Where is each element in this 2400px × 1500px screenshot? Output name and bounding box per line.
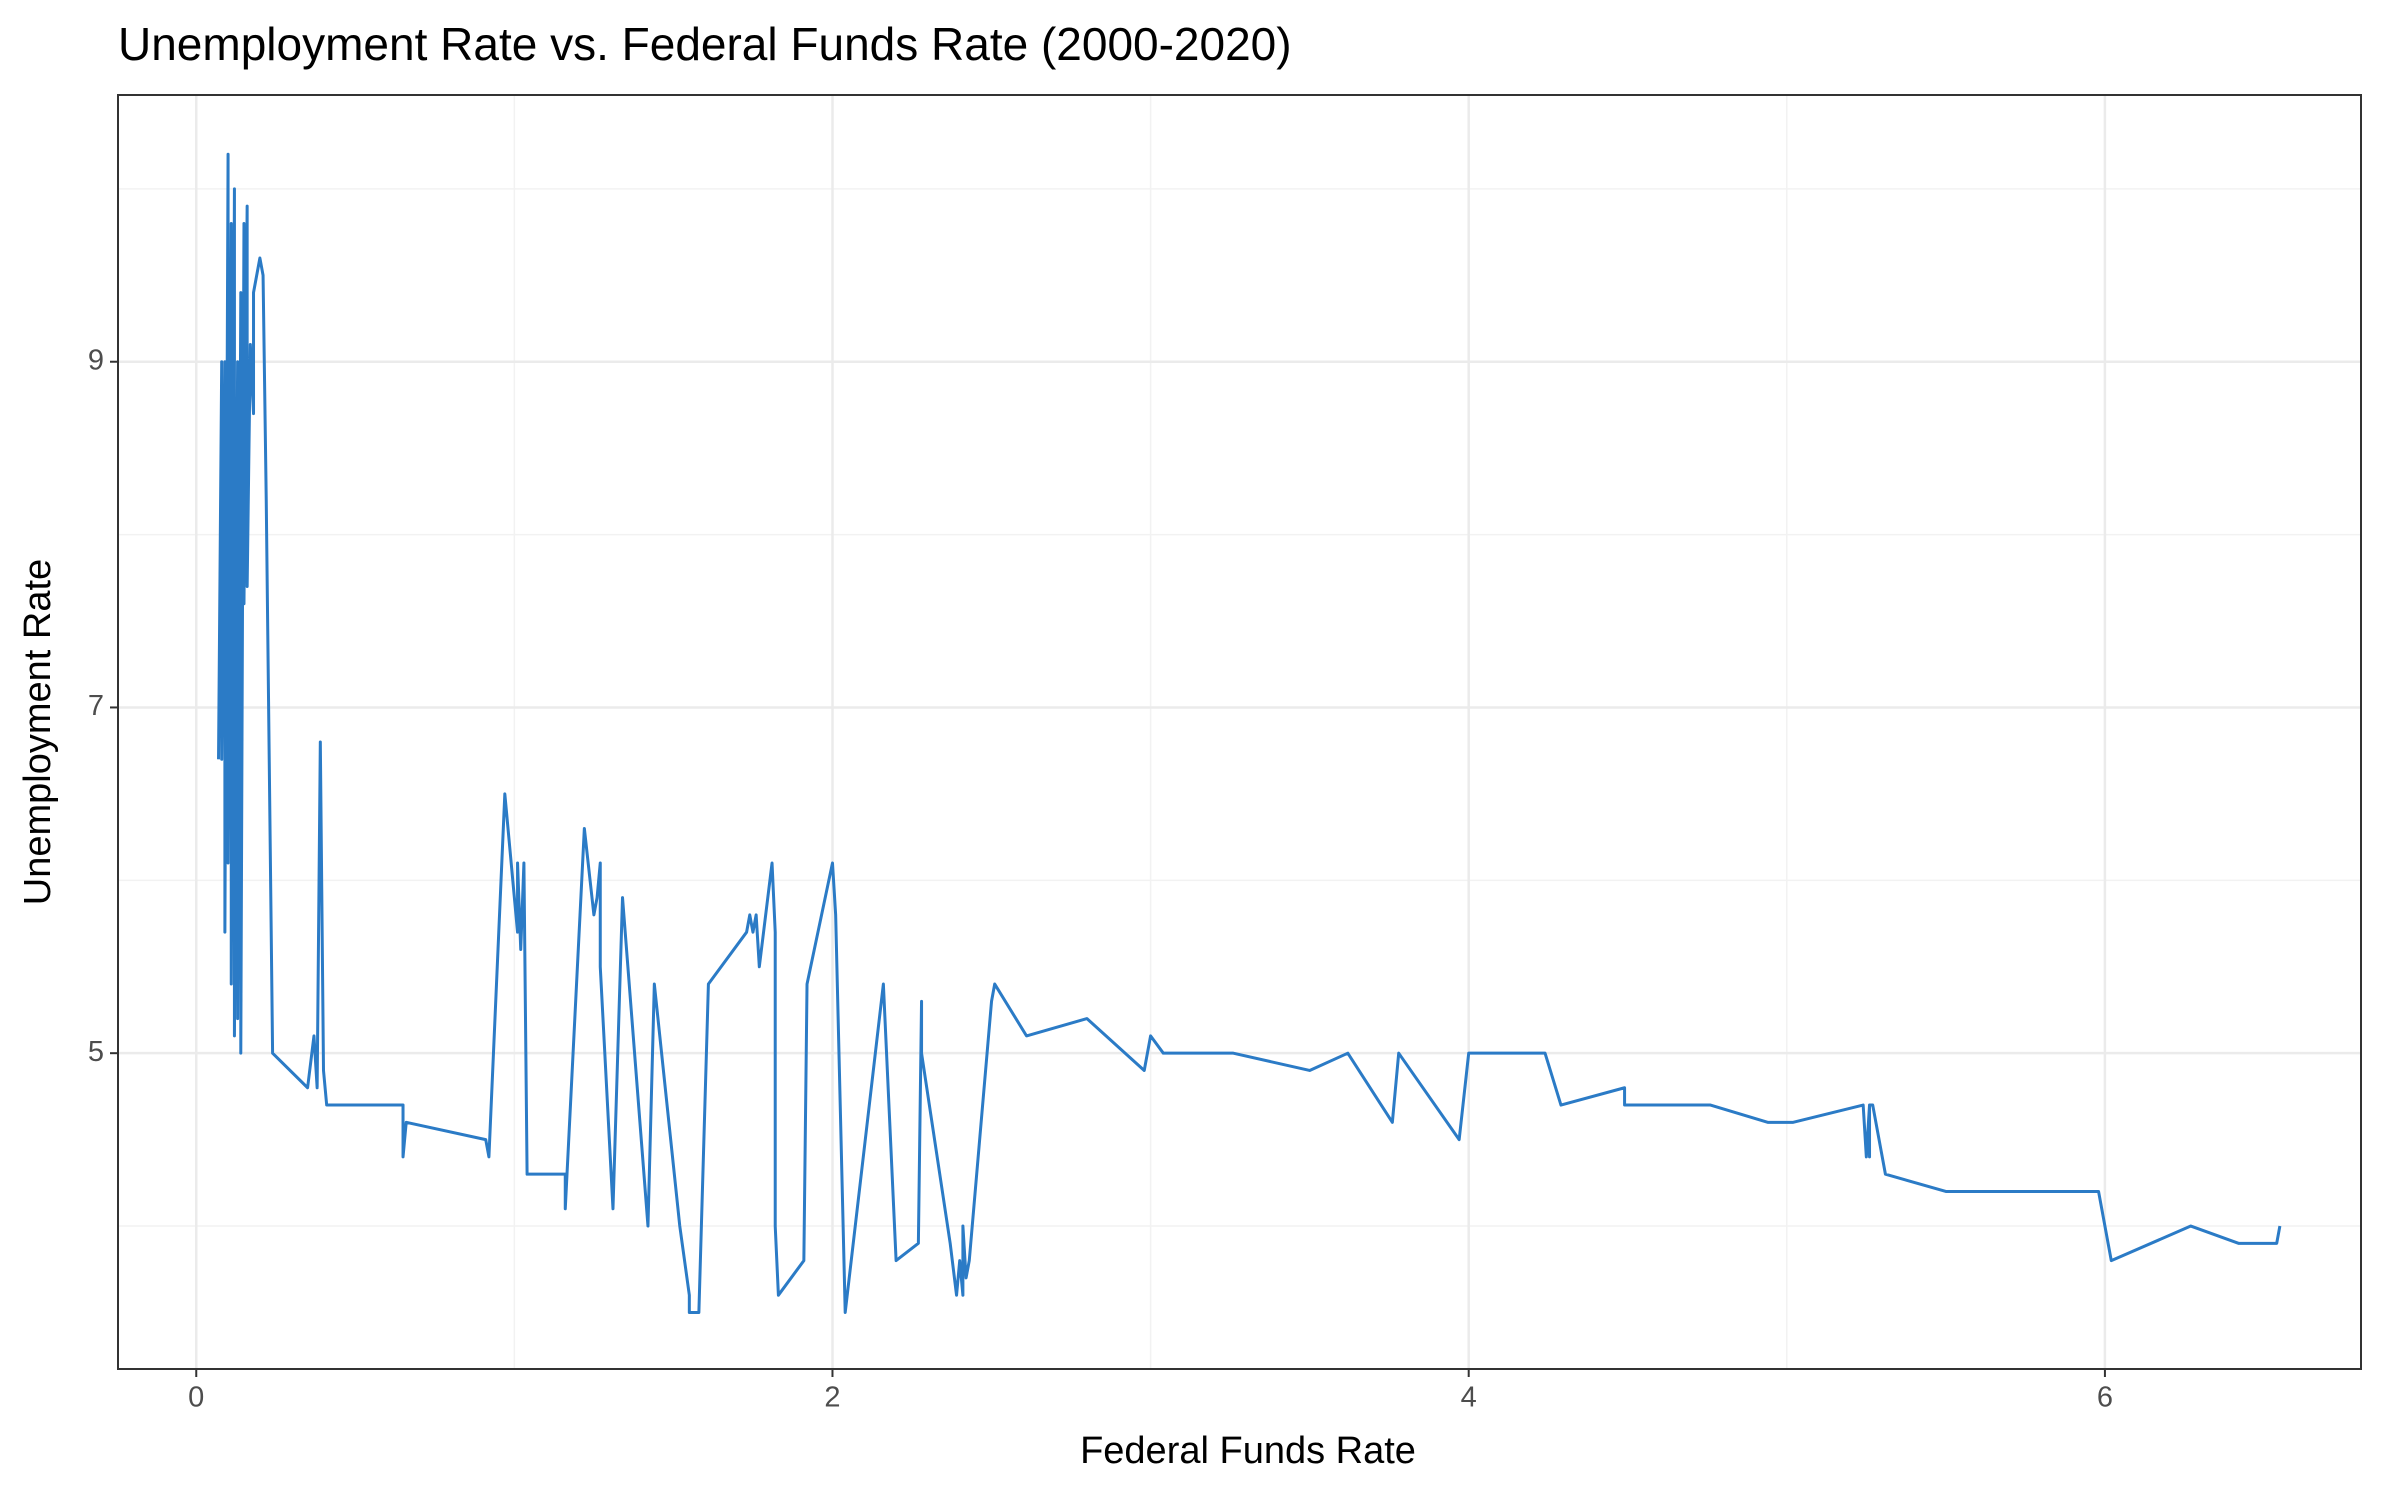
- y-axis-title: Unemployment Rate: [17, 559, 59, 905]
- x-tick-label: 0: [188, 1382, 204, 1414]
- x-tick-label: 2: [824, 1382, 840, 1414]
- y-tick-label: 5: [88, 1036, 104, 1068]
- data-line: [217, 152, 2282, 1314]
- chart-title: Unemployment Rate vs. Federal Funds Rate…: [118, 18, 1292, 70]
- panel-border: [117, 94, 2362, 1370]
- x-tick-label: 4: [1461, 1382, 1477, 1414]
- x-axis-title: Federal Funds Rate: [1080, 1430, 1416, 1472]
- y-tick-label: 7: [88, 690, 104, 722]
- y-tick-label: 9: [88, 344, 104, 376]
- x-tick-label: 6: [2097, 1382, 2113, 1414]
